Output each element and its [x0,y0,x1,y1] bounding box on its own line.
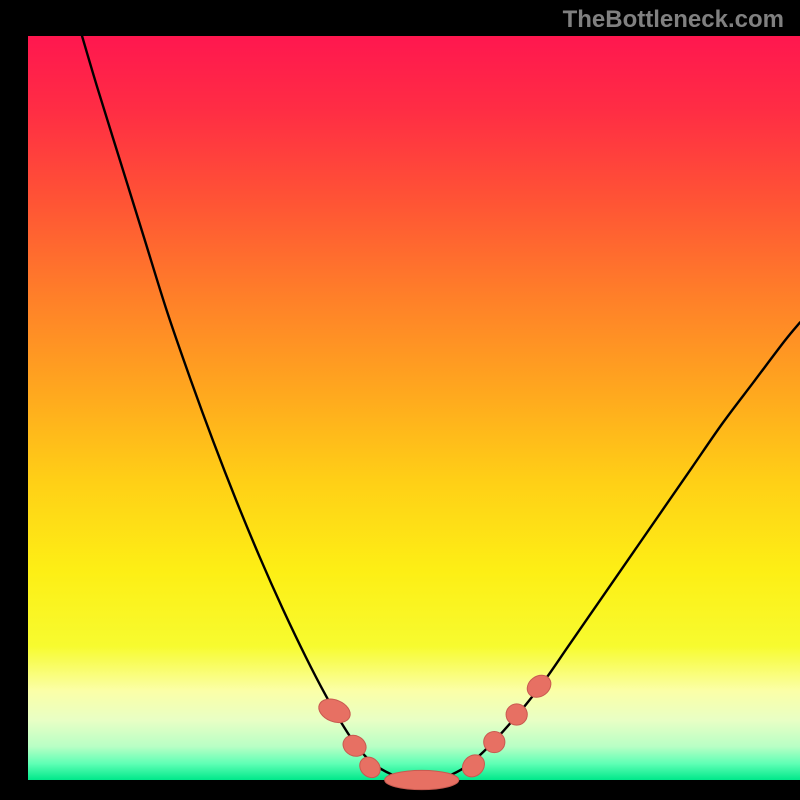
curve-marker [484,731,505,752]
curve-marker [385,770,459,789]
watermark-text: TheBottleneck.com [563,6,784,34]
curve-marker [506,704,527,725]
gradient-background [28,36,800,780]
bottleneck-chart [0,0,800,800]
